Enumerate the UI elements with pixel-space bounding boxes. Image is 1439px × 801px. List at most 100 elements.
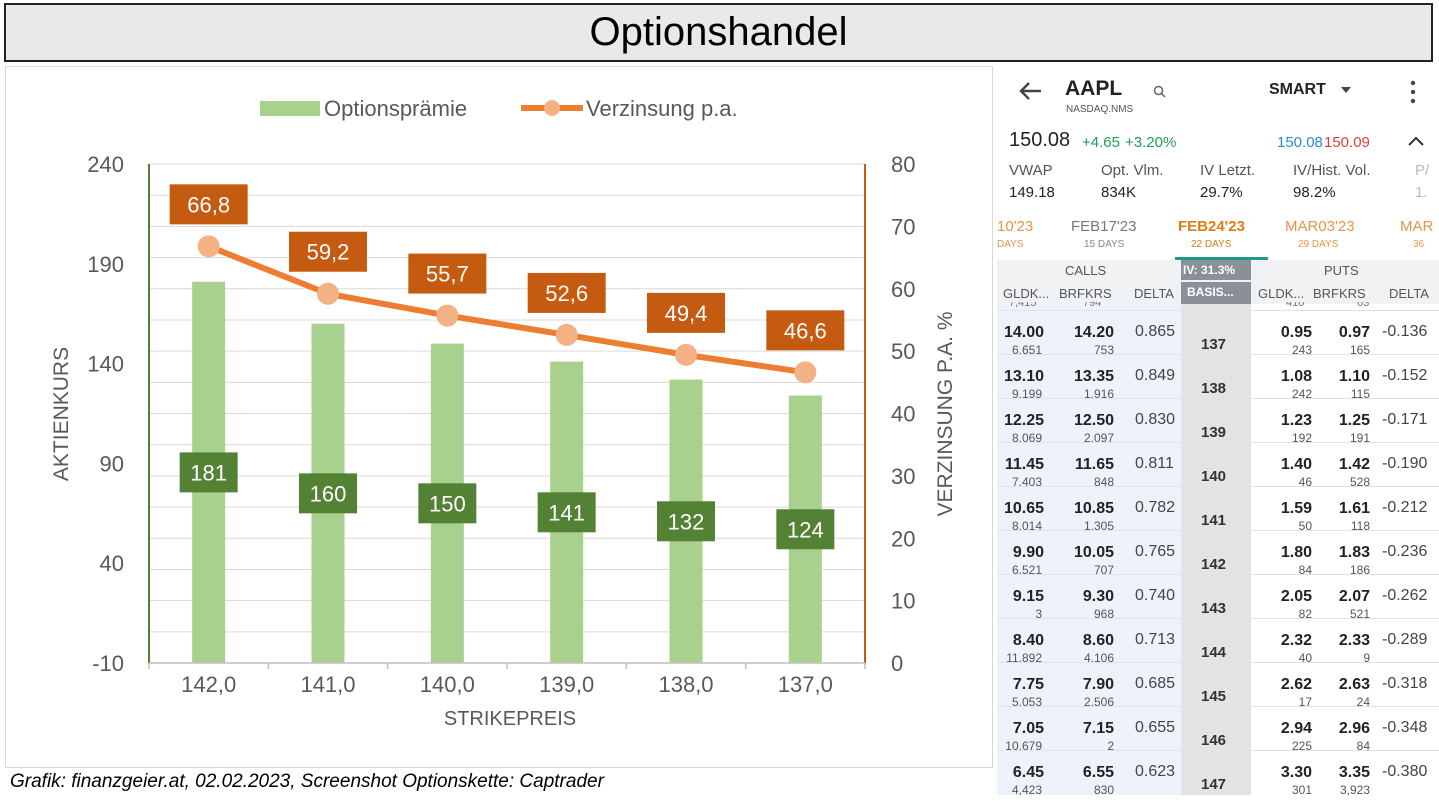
chain-row[interactable]: 9.15 3 9.30 968 0.740 143 2.05 82 2.07 521 -0.262 bbox=[997, 574, 1439, 621]
route-selector[interactable]: SMART bbox=[1269, 81, 1326, 98]
call-ask-size: 707 bbox=[1093, 563, 1114, 577]
chain-row[interactable]: 8.40 11,892 8.60 4,106 0.713 144 2.32 40 2.33 9 -0… bbox=[997, 618, 1439, 665]
y2-axis-title: VERZINSUNG P.A. % bbox=[934, 312, 957, 517]
call-bid: 7.05 bbox=[1012, 720, 1044, 737]
y-tick-label: 240 bbox=[87, 152, 124, 177]
call-cell-bg bbox=[997, 399, 1181, 443]
call-delta: 0.849 bbox=[1135, 367, 1176, 384]
expiry-tab-date[interactable]: MAR bbox=[1400, 218, 1434, 235]
basis-cell-bg bbox=[1181, 663, 1251, 707]
basis-header-bg bbox=[1181, 282, 1251, 304]
line-data-label-box bbox=[766, 310, 845, 351]
col-header-put-delta[interactable]: DELTA bbox=[1389, 286, 1429, 301]
call-ask: 13.35 bbox=[1073, 368, 1114, 385]
call-cell-bg bbox=[997, 663, 1181, 707]
y-tick-label: 40 bbox=[100, 551, 124, 576]
line-data-label: 52,6 bbox=[545, 281, 588, 306]
put-delta: -0.380 bbox=[1382, 763, 1428, 780]
call-bid: 11.45 bbox=[1004, 456, 1044, 473]
stat-value: 98.2% bbox=[1293, 184, 1336, 201]
call-ask-size: 2,506 bbox=[1083, 695, 1114, 709]
call-cell-bg bbox=[997, 355, 1181, 399]
back-arrow-icon[interactable] bbox=[1015, 76, 1045, 106]
expiry-tab-days[interactable]: 15 DAYS bbox=[1084, 239, 1125, 250]
expiry-tab-days[interactable]: DAYS bbox=[997, 239, 1024, 250]
put-bid: 1.80 bbox=[1280, 544, 1312, 561]
put-delta: -0.289 bbox=[1382, 631, 1428, 648]
expiry-tab-date[interactable]: MAR03'23 bbox=[1285, 218, 1355, 235]
basis-cell-bg bbox=[1181, 443, 1251, 487]
col-header-call-bid[interactable]: GLDK... bbox=[1003, 286, 1050, 301]
expiry-tab-days[interactable]: 29 DAYS bbox=[1298, 239, 1339, 250]
expiry-tab-date[interactable]: FEB17'23 bbox=[1071, 218, 1137, 235]
col-header-call-ask[interactable]: BRFKRS bbox=[1059, 286, 1112, 301]
x-tick-label: 139,0 bbox=[539, 672, 594, 697]
strike-price: 143 bbox=[1201, 600, 1227, 617]
stat-label: VWAP bbox=[1009, 162, 1053, 179]
expiry-tab-days[interactable]: 22 DAYS bbox=[1191, 239, 1232, 250]
col-header-basis[interactable]: BASIS... bbox=[1187, 285, 1234, 299]
call-ask-size: 1,916 bbox=[1083, 387, 1114, 401]
last-price: 150.08 bbox=[1009, 129, 1071, 151]
put-ask: 1.61 bbox=[1338, 500, 1370, 517]
line-data-label: 49,4 bbox=[665, 301, 708, 326]
put-ask: 1.83 bbox=[1338, 544, 1370, 561]
strike-price: 141 bbox=[1201, 512, 1227, 529]
y2-tick-label: 60 bbox=[891, 277, 915, 302]
call-bid: 14.00 bbox=[1003, 324, 1044, 341]
chain-row[interactable]: 10.65 8,014 10.85 1,305 0.782 141 1.59 50 1.61 11… bbox=[997, 486, 1439, 533]
call-bid-size: 10,679 bbox=[1005, 739, 1042, 753]
line-data-label: 46,6 bbox=[784, 318, 827, 343]
chain-row[interactable]: 11.45 7,403 11.65 848 0.811 140 1.40 46 1.42 528-… bbox=[997, 442, 1439, 489]
y-axis-title: AKTIENKURS bbox=[50, 347, 73, 481]
call-ask-size: 848 bbox=[1093, 475, 1114, 489]
chain-row[interactable]: 9.90 6,521 10.05 707 0.765 142 1.80 84 1.83 186 -0… bbox=[997, 530, 1439, 577]
bar-data-label-box bbox=[418, 483, 477, 524]
expiry-underline bbox=[1175, 257, 1268, 260]
bar-data-label-box bbox=[537, 492, 596, 533]
strike-price: 145 bbox=[1201, 688, 1227, 705]
call-delta: 0.782 bbox=[1135, 499, 1176, 516]
col-header-call-delta[interactable]: DELTA bbox=[1134, 286, 1174, 301]
expiry-tab-date[interactable]: 10'23 bbox=[997, 218, 1034, 235]
chain-row[interactable]: 6.45 4,423 6.55 830 0.623 147 3.30 301 3.35 3,923… bbox=[997, 750, 1439, 797]
stat-value: 834K bbox=[1101, 184, 1137, 201]
bar-data-label: 141 bbox=[548, 500, 585, 525]
strike-price: 140 bbox=[1201, 468, 1227, 485]
call-cell-bg bbox=[997, 531, 1181, 575]
strike-price: 144 bbox=[1201, 644, 1227, 661]
expiry-tab-date[interactable]: FEB24'23 bbox=[1178, 218, 1245, 235]
chain-row[interactable]: 7.05 10,679 7.15 2 0.655 146 2.94 225 2.96 84 -0.3… bbox=[997, 706, 1439, 753]
col-header-put-ask[interactable]: BRFKRS bbox=[1313, 286, 1366, 301]
chain-row[interactable]: 12.25 8,069 12.50 2,097 0.830 139 1.23 192 1.25 1… bbox=[997, 398, 1439, 445]
chain-row[interactable]: 13.10 9,199 13.35 1,916 0.849 138 1.08 242 1.10 1… bbox=[997, 354, 1439, 401]
chart-panel: 240 190 140 90 40 -10 80 70 60 50 40 30 20 10 0 142,0 14… bbox=[5, 66, 993, 768]
more-menu-icon[interactable] bbox=[1410, 80, 1416, 104]
put-bid-size: 17 bbox=[1298, 695, 1312, 709]
col-header-put-bid[interactable]: GLDK... bbox=[1258, 286, 1305, 301]
put-ask-size: 24 bbox=[1356, 695, 1370, 709]
basis-cell-bg bbox=[1181, 487, 1251, 531]
search-icon[interactable] bbox=[1152, 84, 1168, 100]
call-cell-bg bbox=[997, 443, 1181, 487]
chevron-down-icon[interactable] bbox=[1341, 87, 1351, 93]
chain-row[interactable]: 14.00 6,651 14.20 753 0.865 137 0.95 243 0.97 165… bbox=[997, 310, 1439, 357]
put-delta: -0.171 bbox=[1382, 411, 1428, 428]
put-bid: 1.40 bbox=[1280, 456, 1312, 473]
expiry-tab-days[interactable]: 36 bbox=[1413, 239, 1425, 250]
chain-row[interactable]: 7.75 5,053 7.90 2,506 0.685 145 2.62 17 2.63 24 -0… bbox=[997, 662, 1439, 709]
stat-value: 1. bbox=[1415, 184, 1428, 201]
call-cell-bg bbox=[997, 751, 1181, 795]
exchange-label: NASDAQ.NMS bbox=[1066, 104, 1134, 115]
line-data-label: 59,2 bbox=[307, 240, 350, 265]
call-bid-size: 8,014 bbox=[1011, 519, 1042, 533]
strike-price: 137 bbox=[1201, 336, 1227, 353]
put-bid-size: 40 bbox=[1298, 651, 1312, 665]
call-delta: 0.865 bbox=[1135, 323, 1176, 340]
collapse-chevron-icon[interactable] bbox=[1407, 134, 1425, 148]
put-bid-size: 301 bbox=[1291, 783, 1312, 797]
put-ask: 3.35 bbox=[1338, 764, 1370, 781]
partial-row-put-ask-size: 63 bbox=[1357, 297, 1370, 309]
call-ask: 14.20 bbox=[1073, 324, 1114, 341]
put-ask-size: 186 bbox=[1349, 563, 1370, 577]
